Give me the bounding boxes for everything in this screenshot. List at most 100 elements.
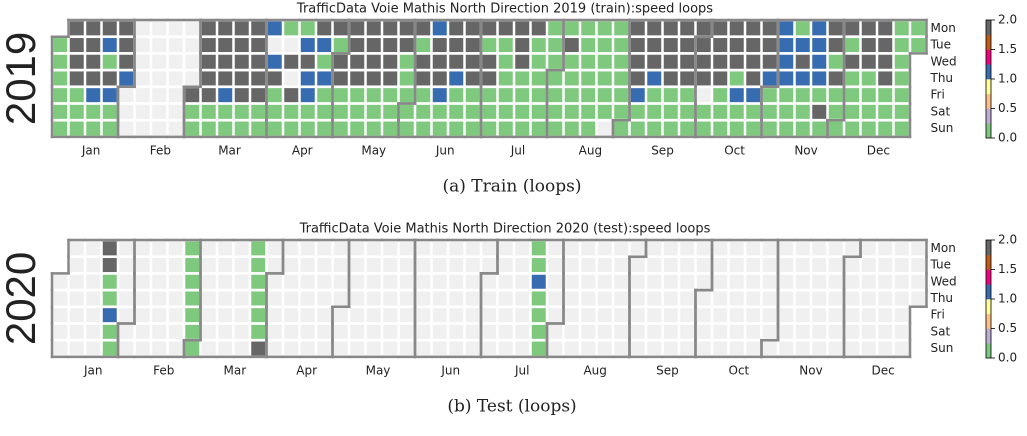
day-cell	[317, 258, 332, 273]
day-cell	[53, 341, 68, 356]
day-cell	[630, 324, 645, 339]
day-cell	[201, 21, 216, 36]
day-cell	[548, 21, 563, 36]
day-cell	[812, 258, 827, 273]
day-cell	[432, 38, 447, 53]
day-cell	[152, 104, 167, 119]
day-cell	[300, 88, 315, 103]
day-cell	[663, 274, 678, 289]
day-cell	[201, 38, 216, 53]
day-cell	[168, 121, 183, 136]
day-cell	[597, 21, 612, 36]
day-cell	[663, 324, 678, 339]
day-cell	[581, 104, 596, 119]
day-cell	[416, 21, 431, 36]
day-cell	[845, 324, 860, 339]
day-cell	[135, 274, 150, 289]
day-cell	[713, 21, 728, 36]
day-cell	[69, 258, 84, 273]
month-label: Dec	[872, 363, 895, 377]
day-cell	[630, 241, 645, 256]
day-cell	[168, 54, 183, 69]
day-cell	[548, 71, 563, 86]
day-cell	[300, 104, 315, 119]
day-cell	[630, 21, 645, 36]
day-cell	[548, 308, 563, 323]
day-cell	[168, 308, 183, 323]
day-cell	[465, 21, 480, 36]
weekday-label: Mon	[931, 21, 956, 35]
weekday-label: Sun	[931, 121, 954, 135]
day-cell	[350, 38, 365, 53]
day-cell	[234, 291, 249, 306]
month-label: Jun	[440, 363, 460, 377]
day-cell	[185, 241, 200, 256]
day-cell	[828, 274, 843, 289]
day-cell	[251, 291, 266, 306]
day-cell	[383, 258, 398, 273]
day-cell	[878, 88, 893, 103]
day-cell	[614, 324, 629, 339]
day-cell	[185, 324, 200, 339]
day-cell	[317, 241, 332, 256]
day-cell	[284, 308, 299, 323]
day-cell	[746, 308, 761, 323]
day-cell	[119, 71, 134, 86]
day-cell	[647, 241, 662, 256]
day-cell	[515, 88, 530, 103]
day-cell	[86, 308, 101, 323]
day-cell	[300, 324, 315, 339]
day-cell	[366, 291, 381, 306]
day-cell	[531, 54, 546, 69]
day-cell	[746, 104, 761, 119]
day-cell	[779, 341, 794, 356]
day-cell	[119, 341, 134, 356]
day-cell	[152, 241, 167, 256]
day-cell	[680, 104, 695, 119]
day-cell	[861, 341, 876, 356]
day-cell	[69, 21, 84, 36]
day-cell	[152, 291, 167, 306]
colorbar-segment	[986, 343, 991, 359]
day-cell	[152, 121, 167, 136]
day-cell	[234, 88, 249, 103]
day-cell	[119, 121, 134, 136]
day-cell	[465, 341, 480, 356]
day-cell	[218, 291, 233, 306]
day-cell	[812, 88, 827, 103]
day-cell	[581, 308, 596, 323]
day-cell	[366, 258, 381, 273]
day-cell	[399, 71, 414, 86]
colorbar-segment	[986, 284, 991, 300]
day-cell	[201, 258, 216, 273]
day-cell	[465, 274, 480, 289]
day-cell	[746, 274, 761, 289]
day-cell	[482, 341, 497, 356]
day-cell	[531, 291, 546, 306]
caption: (a) Train (loops)	[443, 177, 582, 197]
day-cell	[696, 258, 711, 273]
day-cell	[102, 258, 117, 273]
day-cell	[630, 38, 645, 53]
day-cell	[185, 54, 200, 69]
day-cell	[713, 71, 728, 86]
day-cell	[812, 21, 827, 36]
day-cell	[119, 241, 134, 256]
day-cell	[680, 324, 695, 339]
day-cell	[531, 241, 546, 256]
day-cell	[135, 308, 150, 323]
day-cell	[69, 291, 84, 306]
day-cell	[795, 341, 810, 356]
day-cell	[498, 324, 513, 339]
day-cell	[911, 291, 926, 306]
day-cell	[861, 241, 876, 256]
day-cell	[284, 71, 299, 86]
day-cell	[861, 88, 876, 103]
day-cell	[663, 291, 678, 306]
day-cell	[878, 258, 893, 273]
day-cell	[531, 38, 546, 53]
day-cell	[548, 274, 563, 289]
day-cell	[614, 258, 629, 273]
day-cell	[647, 121, 662, 136]
day-cell	[267, 88, 282, 103]
